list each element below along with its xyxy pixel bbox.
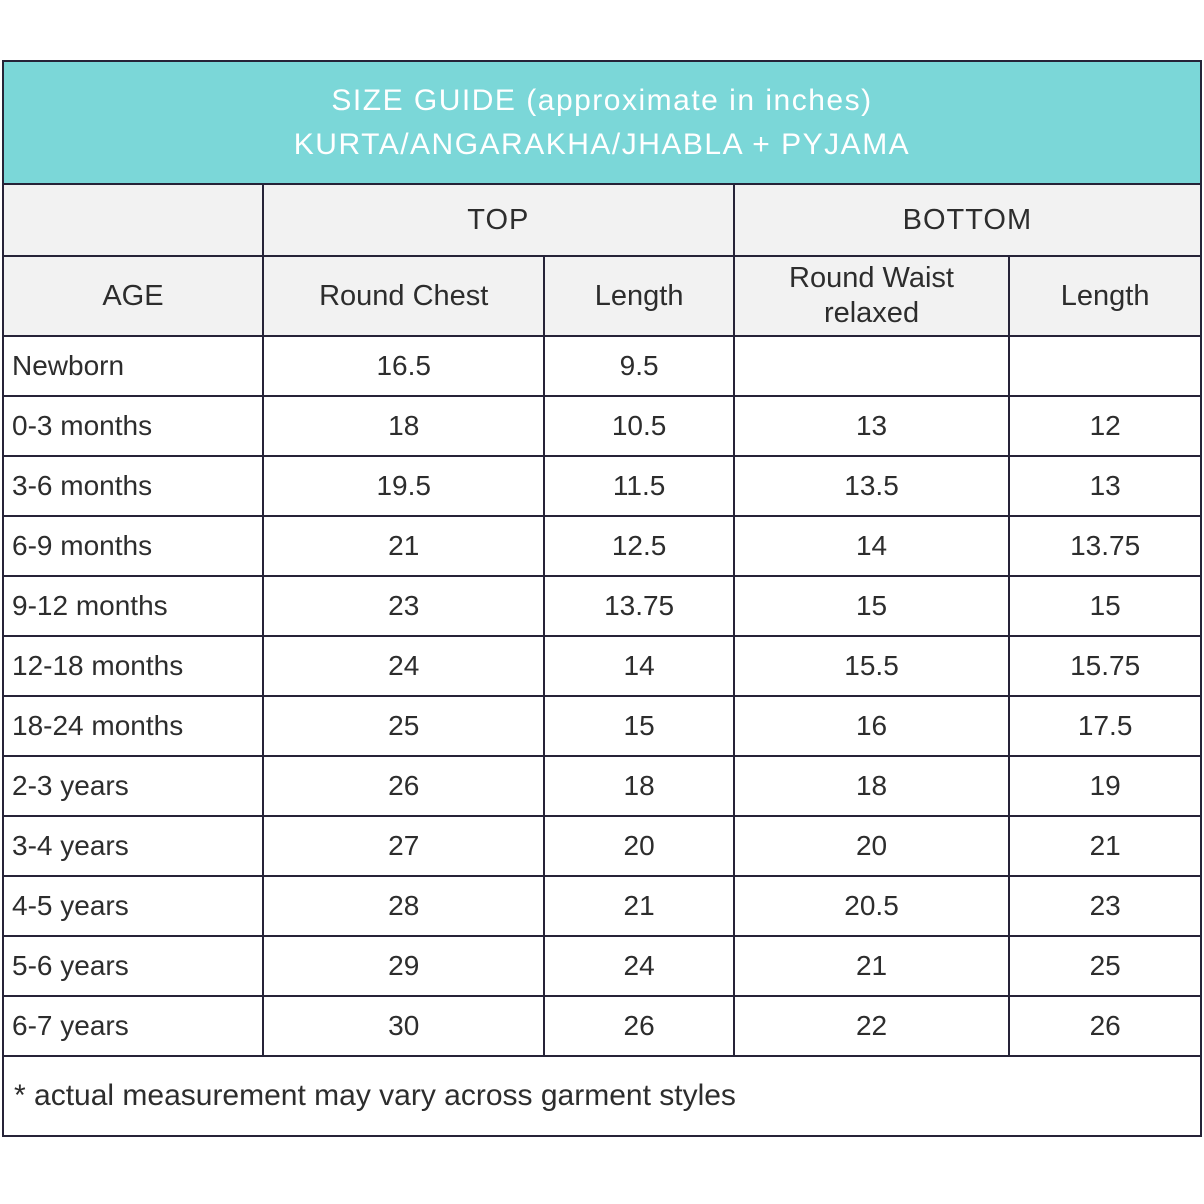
measurement-cell: 21 [732,935,1011,997]
measurement-cell: 16 [732,695,1011,757]
measurement-cell: 26 [1008,995,1202,1057]
group-header-empty [2,183,264,257]
group-header-top: TOP [261,183,735,257]
size-guide-table: SIZE GUIDE (approximate in inches) KURTA… [2,60,1203,1137]
measurement-cell: 18 [732,755,1011,817]
measurement-cell: 16.5 [261,335,546,397]
age-cell: 5-6 years [2,935,264,997]
size-guide-title: SIZE GUIDE (approximate in inches) KURTA… [2,60,1202,185]
measurement-cell: 23 [261,575,546,637]
measurement-cell: 13.75 [543,575,735,637]
measurement-cell: 20.5 [732,875,1011,937]
title-line-2: KURTA/ANGARAKHA/JHABLA + PYJAMA [293,127,911,161]
measurement-cell: 15 [732,575,1011,637]
measurement-cell: 25 [261,695,546,757]
table-row: 12-18 months 24 14 15.5 15.75 [2,635,1202,697]
measurement-cell: 26 [261,755,546,817]
column-header-row: AGE Round Chest Length Round Waist relax… [2,255,1202,337]
age-cell: 4-5 years [2,875,264,937]
table-row: 9-12 months 23 13.75 15 15 [2,575,1202,637]
measurement-cell: 15.75 [1008,635,1202,697]
measurement-cell: 18 [543,755,735,817]
measurement-cell: 14 [543,635,735,697]
measurement-cell: 29 [261,935,546,997]
measurement-cell: 13 [1008,455,1202,517]
measurement-cell: 24 [543,935,735,997]
age-cell: 2-3 years [2,755,264,817]
table-row: Newborn 16.5 9.5 [2,335,1202,397]
measurement-cell: 20 [732,815,1011,877]
age-cell: 0-3 months [2,395,264,457]
column-header-round-chest: Round Chest [261,255,546,337]
measurement-cell: 30 [261,995,546,1057]
measurement-cell: 18 [261,395,546,457]
measurement-cell: 15 [1008,575,1202,637]
measurement-cell: 13.5 [732,455,1011,517]
age-cell: 18-24 months [2,695,264,757]
measurement-cell: 17.5 [1008,695,1202,757]
table-row: 3-6 months 19.5 11.5 13.5 13 [2,455,1202,517]
table-row: 0-3 months 18 10.5 13 12 [2,395,1202,457]
age-cell: 6-9 months [2,515,264,577]
measurement-cell: 15.5 [732,635,1011,697]
measurement-cell: 19 [1008,755,1202,817]
measurement-cell [1008,335,1202,397]
measurement-cell: 21 [261,515,546,577]
group-header-bottom: BOTTOM [732,183,1203,257]
column-header-top-length: Length [543,255,735,337]
table-body: Newborn 16.5 9.5 0-3 months 18 10.5 13 12 3-6 mo… [2,335,1202,1057]
measurement-cell [732,335,1011,397]
measurement-cell: 14 [732,515,1011,577]
measurement-cell: 22 [732,995,1011,1057]
measurement-cell: 19.5 [261,455,546,517]
measurement-cell: 11.5 [543,455,735,517]
footnote-row: * actual measurement may vary across gar… [2,1055,1202,1137]
measurement-cell: 28 [261,875,546,937]
measurement-cell: 13 [732,395,1011,457]
measurement-cell: 25 [1008,935,1202,997]
age-cell: 9-12 months [2,575,264,637]
measurement-cell: 12.5 [543,515,735,577]
age-cell: Newborn [2,335,264,397]
measurement-cell: 21 [543,875,735,937]
table-row: 18-24 months 25 15 16 17.5 [2,695,1202,757]
measurement-cell: 9.5 [543,335,735,397]
footnote-text: * actual measurement may vary across gar… [2,1055,1202,1137]
table-row: 2-3 years 26 18 18 19 [2,755,1202,817]
column-header-round-waist: Round Waist relaxed [732,255,1011,337]
table-row: 6-9 months 21 12.5 14 13.75 [2,515,1202,577]
title-banner: SIZE GUIDE (approximate in inches) KURTA… [2,60,1202,185]
age-cell: 12-18 months [2,635,264,697]
table-row: 6-7 years 30 26 22 26 [2,995,1202,1057]
age-cell: 3-4 years [2,815,264,877]
group-header-row: TOP BOTTOM [2,183,1203,257]
measurement-cell: 23 [1008,875,1202,937]
measurement-cell: 20 [543,815,735,877]
column-header-age: AGE [2,255,264,337]
measurement-cell: 27 [261,815,546,877]
table-row: 5-6 years 29 24 21 25 [2,935,1202,997]
measurement-cell: 12 [1008,395,1202,457]
measurement-cell: 15 [543,695,735,757]
measurement-cell: 13.75 [1008,515,1202,577]
measurement-cell: 21 [1008,815,1202,877]
age-cell: 3-6 months [2,455,264,517]
title-line-1: SIZE GUIDE (approximate in inches) [331,84,873,117]
table-row: 4-5 years 28 21 20.5 23 [2,875,1202,937]
measurement-cell: 26 [543,995,735,1057]
age-cell: 6-7 years [2,995,264,1057]
measurement-cell: 10.5 [543,395,735,457]
table-row: 3-4 years 27 20 20 21 [2,815,1202,877]
measurement-cell: 24 [261,635,546,697]
column-header-bottom-length: Length [1008,255,1202,337]
